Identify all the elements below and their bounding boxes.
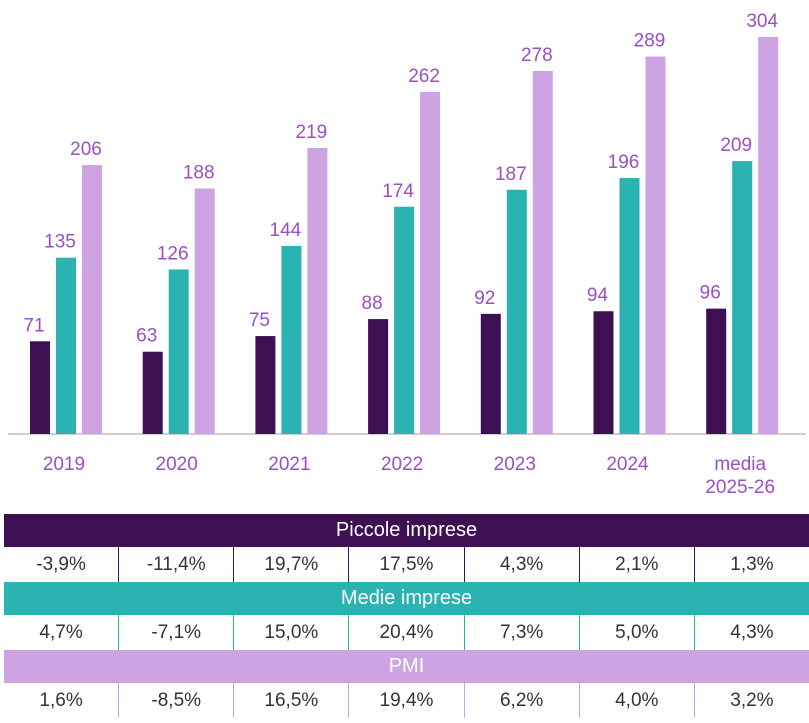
section-header-piccole: Piccole imprese — [4, 514, 809, 547]
table-cell: 7,3% — [463, 615, 579, 650]
table-cell: 16,5% — [233, 683, 348, 718]
table-cell: -7,1% — [118, 615, 233, 650]
x-tick-label: 2021 — [268, 454, 310, 475]
bar-medie-imprese — [168, 269, 189, 434]
data-label: 304 — [746, 11, 778, 32]
x-tick-label: 2024 — [606, 454, 649, 475]
table-cell: 17,5% — [348, 547, 463, 582]
bar-piccole-imprese — [593, 311, 614, 434]
bar-pmi — [420, 91, 441, 434]
x-tick-label: 2023 — [494, 454, 536, 475]
data-label: 206 — [70, 139, 102, 160]
data-label: 88 — [362, 293, 383, 314]
bar-medie-imprese — [56, 257, 76, 434]
table-cell: 19,7% — [233, 547, 348, 582]
bar-pmi — [307, 148, 328, 434]
bar-pmi — [532, 70, 553, 434]
table-cell: 4,3% — [463, 547, 579, 582]
table-cell: 19,4% — [348, 683, 463, 718]
data-label: 262 — [408, 66, 440, 87]
bar-medie-imprese — [619, 178, 640, 434]
x-tick-label: 2019 — [43, 454, 85, 475]
data-label: 144 — [270, 220, 302, 241]
bar-piccole-imprese — [368, 319, 389, 434]
bar-medie-imprese — [732, 161, 753, 434]
bar-medie-imprese — [281, 245, 302, 434]
data-label: 219 — [296, 122, 328, 143]
bar-chart: 71 135 206 2019 63 126 188 2020 75 144 219 2021 88 17… — [8, 11, 806, 498]
data-label: 126 — [157, 243, 189, 264]
table-cell: 6,2% — [463, 683, 579, 718]
bar-medie-imprese — [394, 206, 415, 434]
bar-piccole-imprese — [142, 351, 163, 434]
bar-pmi — [645, 56, 666, 435]
bar-piccole-imprese — [255, 336, 276, 434]
bar-pmi — [82, 164, 102, 434]
table-cell: 1,6% — [39, 689, 83, 711]
table-cell: 5,0% — [578, 615, 694, 650]
table-cell: 3,2% — [693, 683, 809, 718]
data-label: 135 — [44, 232, 76, 253]
table-row-medie: 4,7% -7,1% 15,0% 20,4% 7,3% 5,0% 4,3% — [4, 615, 809, 650]
data-label: 75 — [249, 310, 270, 331]
data-label: 196 — [608, 152, 640, 173]
data-label: 187 — [495, 164, 527, 185]
data-label: 63 — [136, 326, 157, 347]
table-row-piccole: -3,9% -11,4% 19,7% 17,5% 4,3% 2,1% 1,3% — [4, 547, 809, 582]
bar-pmi — [758, 37, 779, 434]
section-header-pmi: PMI — [4, 650, 809, 683]
data-label: 188 — [183, 162, 215, 183]
x-tick-label: 2022 — [381, 454, 423, 475]
table-cell: 1,3% — [693, 547, 809, 582]
table-cell: 2,1% — [578, 547, 694, 582]
bar-piccole-imprese — [480, 313, 501, 434]
table-cell: -11,4% — [118, 547, 233, 582]
x-tick-label: media 2025-26 — [705, 454, 775, 498]
table-cell: 4,0% — [578, 683, 694, 718]
data-label: 92 — [474, 288, 495, 309]
growth-rate-table: Piccole imprese -3,9% -11,4% 19,7% 17,5%… — [4, 514, 809, 718]
data-label: 174 — [382, 181, 414, 202]
bar-piccole-imprese — [30, 341, 50, 434]
table-cell: -3,9% — [36, 553, 86, 575]
table-cell: -8,5% — [118, 683, 233, 718]
bar-medie-imprese — [506, 189, 527, 434]
bar-piccole-imprese — [706, 308, 727, 434]
section-header-medie: Medie imprese — [4, 582, 809, 615]
table-row-pmi: 1,6% -8,5% 16,5% 19,4% 6,2% 4,0% 3,2% — [4, 683, 809, 718]
table-cell: 20,4% — [348, 615, 463, 650]
data-label: 71 — [23, 315, 44, 336]
x-tick-label: 2020 — [156, 454, 198, 475]
data-label: 209 — [720, 135, 752, 156]
data-label: 96 — [700, 283, 721, 304]
data-label: 278 — [521, 45, 553, 66]
table-cell: 4,7% — [39, 621, 83, 643]
data-label: 289 — [634, 31, 666, 52]
table-cell: 15,0% — [233, 615, 348, 650]
table-cell: 4,3% — [693, 615, 809, 650]
data-label: 94 — [587, 285, 609, 306]
bar-pmi — [194, 188, 215, 434]
